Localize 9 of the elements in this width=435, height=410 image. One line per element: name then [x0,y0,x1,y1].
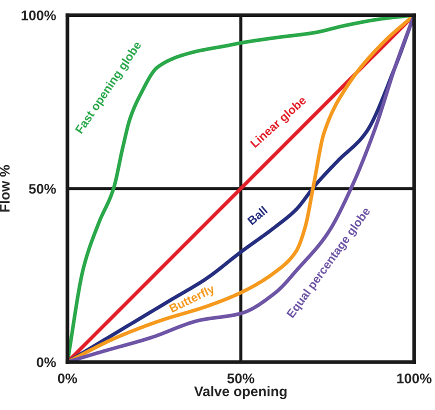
x-tick-label: 0% [58,374,78,384]
y-tick-label: 100% [22,10,56,20]
x-axis-title: Valve opening [194,386,287,400]
y-axis-title: Flow % [0,165,10,212]
x-tick-label: 50% [227,374,254,384]
text: Ball [246,206,268,226]
y-tick-label: 50% [28,184,56,194]
y-tick-label: 0% [36,357,56,368]
x-tick-label: 100% [397,374,432,384]
